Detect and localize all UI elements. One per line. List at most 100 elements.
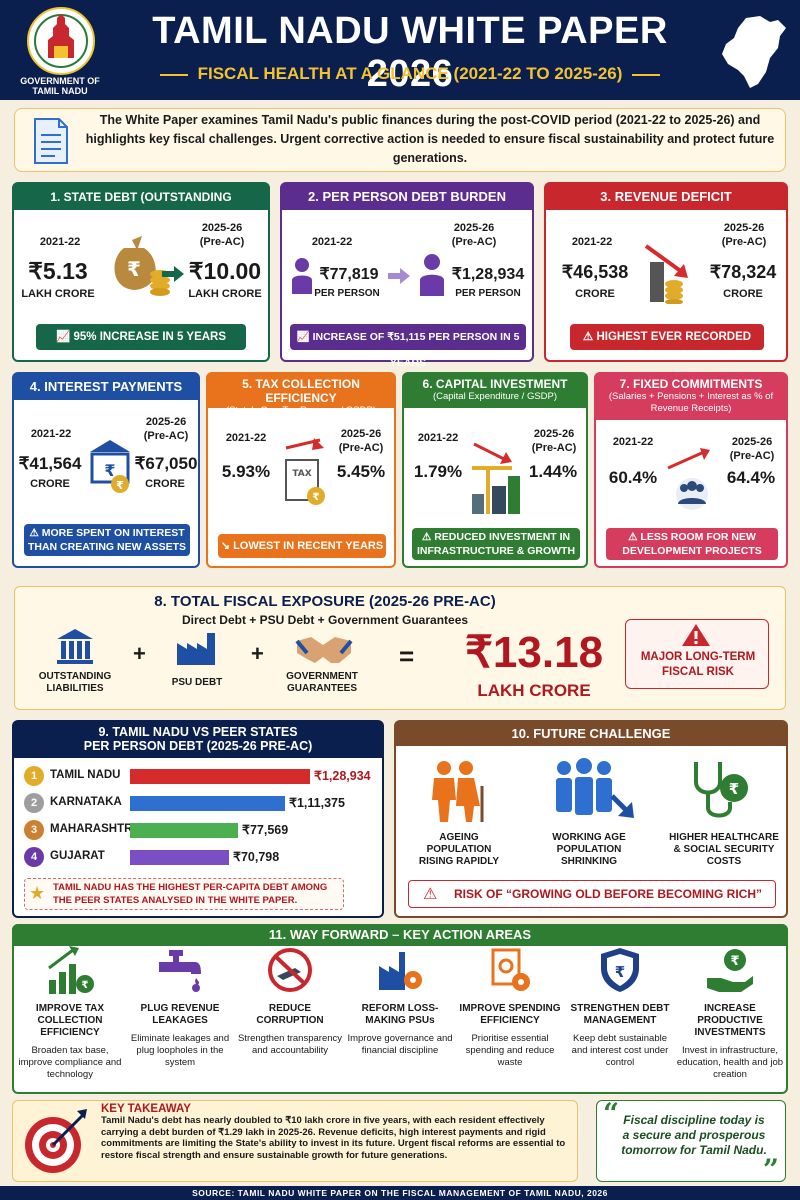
value-start: ₹5.13 — [28, 258, 88, 284]
state-name: GUJARAT — [50, 850, 105, 862]
declining-coins-icon — [644, 244, 688, 304]
header: GOVERNMENT OF TAMIL NADU TAMIL NADU WHIT… — [0, 0, 800, 100]
quote-text: Fiscal discipline today is a secure and … — [621, 1113, 767, 1157]
badge-tax: ↘ LOWEST IN RECENT YEARS — [218, 534, 386, 558]
growth-chart-icon: ₹ — [48, 946, 94, 994]
action-desc: Broaden tax base, improve compliance and… — [18, 1045, 122, 1080]
hand-coin-icon: ₹ — [707, 949, 753, 992]
svg-text:₹: ₹ — [730, 954, 739, 969]
exposure-unit: LAKH CRORE — [477, 681, 591, 700]
card-subtitle: (State's Own Tax Revenue / GSDP) — [225, 405, 376, 416]
year-end: 2025-26 — [453, 222, 495, 234]
action-desc: Improve governance and financial discipl… — [347, 1033, 453, 1056]
year-end-note: (Pre-AC) — [729, 450, 775, 462]
section-title: 10. FUTURE CHALLENGE — [396, 722, 786, 746]
year-end-note: (Pre-AC) — [531, 442, 577, 454]
badge-capex: ⚠ REDUCED INVESTMENT IN INFRASTRUCTURE &… — [412, 528, 580, 560]
year-end-note: (Pre-AC) — [199, 236, 245, 248]
action-productive-investments: ₹ INCREASE PRODUCTIVE INVESTMENTS Invest… — [674, 946, 786, 1081]
takeaway-box: KEY TAKEAWAY Tamil Nadu's debt has nearl… — [12, 1100, 578, 1182]
quote-box: “ Fiscal discipline today is a secure an… — [596, 1097, 786, 1186]
warning-icon — [682, 624, 710, 646]
peer-note: TAMIL NADU HAS THE HIGHEST PER-CAPITA DE… — [53, 882, 328, 906]
value-end: 64.4% — [726, 468, 776, 487]
badge-fixed: ⚠ LESS ROOM FOR NEW DEVELOPMENT PROJECTS — [606, 528, 778, 560]
future-challenge-section: 10. FUTURE CHALLENGE AGEING POPULATION R… — [394, 720, 788, 918]
state-bar — [130, 769, 310, 784]
quote-open-icon: “ — [603, 1097, 620, 1130]
year-start: 2021-22 — [39, 236, 81, 248]
page-subtitle: FISCAL HEALTH AT A GLANCE (2021-22 TO 20… — [120, 64, 700, 84]
exposure-risk: MAJOR LONG-TERM FISCAL RISK — [640, 651, 756, 678]
value-start: ₹41,564 — [18, 454, 82, 473]
value-end: ₹78,324 — [709, 262, 777, 282]
card-title: 3. REVENUE DEFICIT — [546, 184, 786, 210]
action-title: STRENGTHEN DEBT MANAGEMENT — [570, 1003, 670, 1026]
arrow-right-icon — [162, 266, 184, 282]
future-risk: RISK OF “GROWING OLD BEFORE BECOMING RIC… — [454, 887, 762, 901]
badge-highest-deficit: ⚠ HIGHEST EVER RECORDED — [570, 324, 764, 350]
year-start: 2021-22 — [311, 236, 353, 248]
year-start: 2021-22 — [225, 432, 267, 444]
equals-icon: = — [399, 641, 415, 671]
year-start: 2021-22 — [30, 428, 72, 440]
action-desc: Eliminate leakages and plug loopholes in… — [130, 1033, 230, 1068]
svg-text:₹: ₹ — [313, 492, 320, 503]
card-state-debt: 1. STATE DEBT (OUTSTANDING LIABILITIES) … — [12, 182, 270, 362]
value-start: ₹46,538 — [561, 262, 629, 282]
year-end-note: (Pre-AC) — [451, 236, 497, 248]
value-end: ₹1,28,934 — [451, 266, 525, 283]
handshake-icon — [295, 637, 353, 663]
target-icon — [25, 1109, 87, 1173]
year-end-note: (Pre-AC) — [338, 442, 384, 454]
year-end: 2025-26 — [533, 428, 575, 440]
elderly-couple-icon — [432, 761, 484, 822]
svg-text:₹: ₹ — [127, 257, 141, 281]
future-item-ageing: AGEING POPULATION RISING RAPIDLY — [418, 832, 500, 867]
badge-interest: ⚠ MORE SPENT ON INTEREST THAN CREATING N… — [24, 524, 190, 556]
card-title-box: 6. CAPITAL INVESTMENT (Capital Expenditu… — [404, 374, 586, 408]
action-reform-psus: REFORM LOSS-MAKING PSUs Improve governan… — [344, 946, 456, 1057]
takeaway-text: Tamil Nadu's debt has nearly doubled to … — [101, 1115, 566, 1161]
year-end-note: (Pre-AC) — [721, 236, 767, 248]
action-tax-efficiency: ₹ IMPROVE TAX COLLECTION EFFICIENCY Broa… — [14, 946, 126, 1081]
trend-up-icon: 📈 — [55, 331, 74, 343]
card-title: 6. CAPITAL INVESTMENT — [422, 377, 568, 391]
future-item-healthcare: HIGHER HEALTHCARE & SOCIAL SECURITY COST… — [669, 832, 779, 867]
value-start: ₹77,819 — [319, 266, 379, 283]
card-tax-collection: 5. TAX COLLECTION EFFICIENCY (State's Ow… — [206, 372, 396, 568]
state-value: ₹1,11,375 — [289, 796, 345, 810]
section-subtitle: PER PERSON DEBT (2025-26 PRE-AC) — [83, 739, 313, 753]
takeaway-title: KEY TAKEAWAY — [101, 1103, 191, 1115]
warning-icon: ⚠ — [423, 886, 438, 903]
arrow-right-icon — [388, 268, 410, 284]
action-desc: Invest in infrastructure, education, hea… — [676, 1045, 784, 1080]
card-title-box: 5. TAX COLLECTION EFFICIENCY (State's Ow… — [208, 374, 394, 416]
action-title: IMPROVE SPENDING EFFICIENCY — [459, 1003, 561, 1026]
warning-icon: ⚠ — [29, 527, 42, 539]
year-start: 2021-22 — [417, 432, 459, 444]
no-bribe-icon — [268, 948, 312, 992]
year-end: 2025-26 — [201, 222, 243, 234]
unit-start: PER PERSON — [314, 288, 380, 299]
shield-rupee-icon: ₹ — [601, 948, 639, 992]
svg-text:₹: ₹ — [82, 980, 89, 991]
peer-states-section: 9. TAMIL NADU VS PEER STATES PER PERSON … — [12, 720, 384, 918]
construction-crane-icon — [472, 442, 520, 514]
card-fixed-commitments: 7. FIXED COMMITMENTS (Salaries + Pension… — [594, 372, 788, 568]
action-debt-management: ₹ STRENGTHEN DEBT MANAGEMENT Keep debt s… — [564, 946, 676, 1069]
section-header: 9. TAMIL NADU VS PEER STATES PER PERSON … — [14, 722, 382, 758]
person-icon — [420, 254, 444, 296]
state-value: ₹70,798 — [233, 850, 280, 864]
svg-text:₹: ₹ — [104, 461, 115, 480]
section-title: 9. TAMIL NADU VS PEER STATES — [98, 725, 298, 739]
action-desc: Prioritise essential spending and reduce… — [465, 1033, 555, 1068]
state-bar — [130, 850, 229, 865]
action-desc: Keep debt sustainable and interest cost … — [571, 1033, 669, 1068]
rank-badge: 4 — [24, 847, 44, 867]
action-desc: Strengthen transparency and accountabili… — [237, 1033, 343, 1056]
trend-up-icon: 📈 — [296, 331, 313, 343]
unit-start: CRORE — [575, 288, 615, 300]
action-title: REFORM LOSS-MAKING PSUs — [361, 1003, 439, 1026]
year-end: 2025-26 — [723, 222, 765, 234]
